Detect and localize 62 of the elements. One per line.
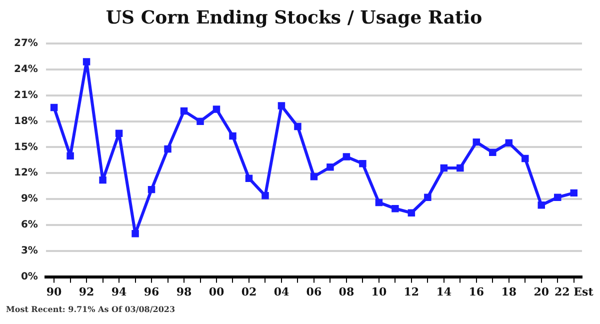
point: [359, 160, 366, 168]
chart-title: US Corn Ending Stocks / Usage Ratio: [106, 7, 482, 28]
x-tick-label: 16: [468, 285, 484, 298]
point: [294, 122, 302, 130]
x-tick-label: 20: [534, 285, 550, 298]
point: [180, 107, 188, 115]
y-tick-label: 27%: [14, 38, 38, 50]
point: [570, 189, 578, 197]
x-tick-label: 18: [501, 285, 517, 298]
y-tick-label: 0%: [20, 271, 38, 282]
point: [522, 154, 529, 162]
point: [392, 204, 399, 212]
x-tick-label: 90: [46, 285, 62, 298]
x-tick-label: 94: [111, 285, 128, 298]
point: [538, 201, 546, 209]
point: [375, 198, 383, 206]
x-tick-label: 98: [176, 285, 192, 298]
y-tick-label: 15%: [14, 142, 38, 153]
point: [148, 186, 156, 194]
point: [472, 138, 480, 146]
x-tick-label: 02: [241, 285, 257, 298]
point: [278, 102, 286, 110]
point: [164, 145, 172, 153]
point: [229, 132, 236, 140]
y-tick-label: 24%: [14, 64, 38, 76]
point: [262, 192, 269, 200]
y-tick-label: 18%: [14, 116, 38, 127]
point: [310, 172, 318, 180]
point: [99, 176, 106, 184]
point: [212, 106, 220, 113]
point: [115, 130, 123, 138]
point: [50, 104, 58, 112]
point: [326, 163, 334, 171]
point: [456, 164, 464, 172]
point: [440, 164, 448, 172]
text: Most Recent: 9.71% As Of 03/08/2023: [6, 304, 176, 314]
x-tick-label: 22 Est: [554, 285, 594, 298]
y-tick-label: 9%: [20, 194, 38, 205]
point: [132, 230, 139, 238]
x-tick-label: 96: [144, 285, 160, 298]
point: [554, 194, 562, 201]
x-tick-label: 12: [404, 285, 420, 298]
x-tick-label: 00: [208, 285, 224, 298]
point: [342, 153, 350, 160]
x-tick-label: 06: [306, 285, 322, 298]
x-tick-label: 14: [436, 285, 452, 298]
point: [505, 139, 513, 147]
y-tick-label: 21%: [14, 90, 38, 102]
point: [82, 58, 90, 66]
point: [66, 152, 74, 160]
x-tick-label: 92: [78, 285, 94, 298]
y-tick-label: 3%: [20, 245, 38, 256]
point: [489, 148, 496, 156]
x-tick-label: 08: [338, 285, 354, 298]
point: [245, 174, 253, 182]
point: [424, 194, 432, 201]
y-tick-label: 6%: [20, 220, 38, 231]
x-tick-label: 10: [371, 285, 387, 298]
point: [196, 118, 204, 125]
x-tick-label: 04: [274, 285, 290, 298]
y-tick-label: 12%: [14, 168, 38, 179]
point: [408, 209, 416, 217]
